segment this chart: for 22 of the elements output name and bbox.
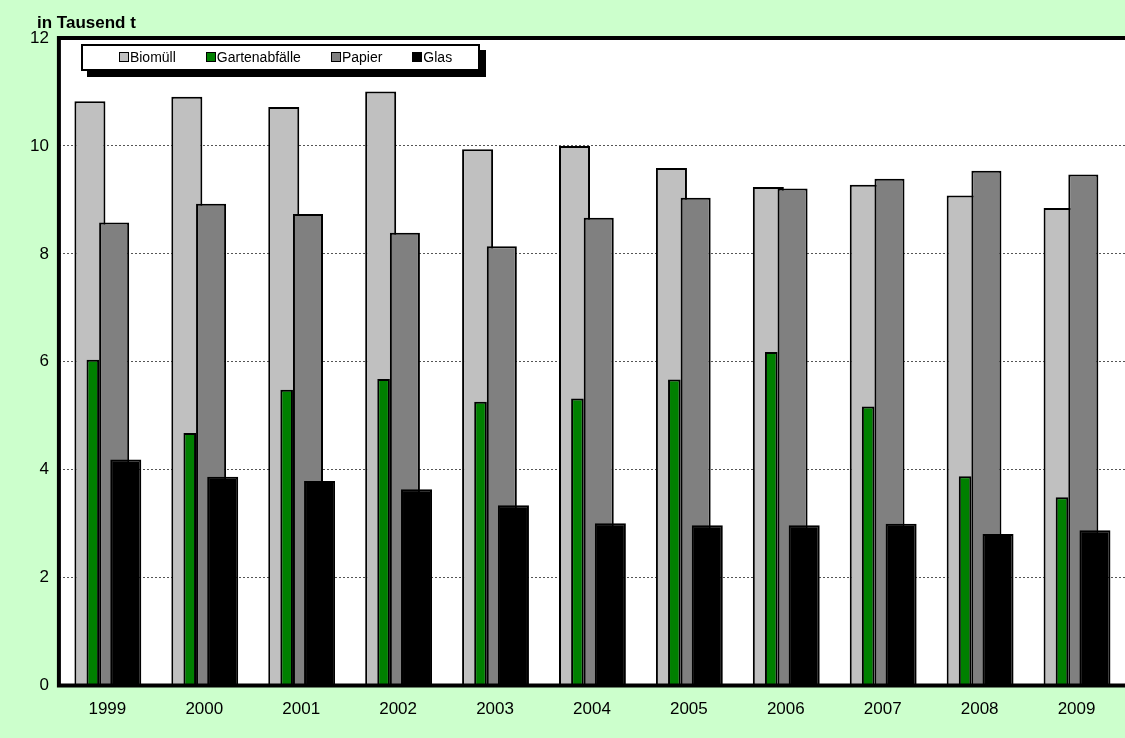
y-tick-label: 4 [39,459,49,479]
y-tick-label: 6 [39,351,49,371]
x-tick-label: 2009 [1057,699,1096,719]
y-tick-label: 10 [29,135,49,155]
x-tick-label: 1999 [88,699,127,719]
legend-label: Gartenabfälle [216,49,301,65]
y-tick-label: 2 [39,567,49,587]
y-tick-label: 12 [29,27,49,47]
x-tick-label: 2008 [960,699,999,719]
x-tick-label: 2007 [863,699,902,719]
legend-label: Papier [341,49,383,65]
y-tick-label: 8 [39,243,49,263]
x-tick-label: 2004 [573,699,611,719]
x-tick-label: 2002 [379,699,418,719]
x-tick-label: 2003 [476,699,514,719]
x-tick-label: 2000 [185,699,224,719]
x-tick-label: 2001 [282,699,321,719]
legend-label: Biomüll [129,49,176,65]
x-tick-label: 2005 [669,699,708,719]
x-tick-label: 2006 [766,699,805,719]
legend-label: Glas [423,49,453,65]
y-tick-label: 0 [39,675,49,695]
